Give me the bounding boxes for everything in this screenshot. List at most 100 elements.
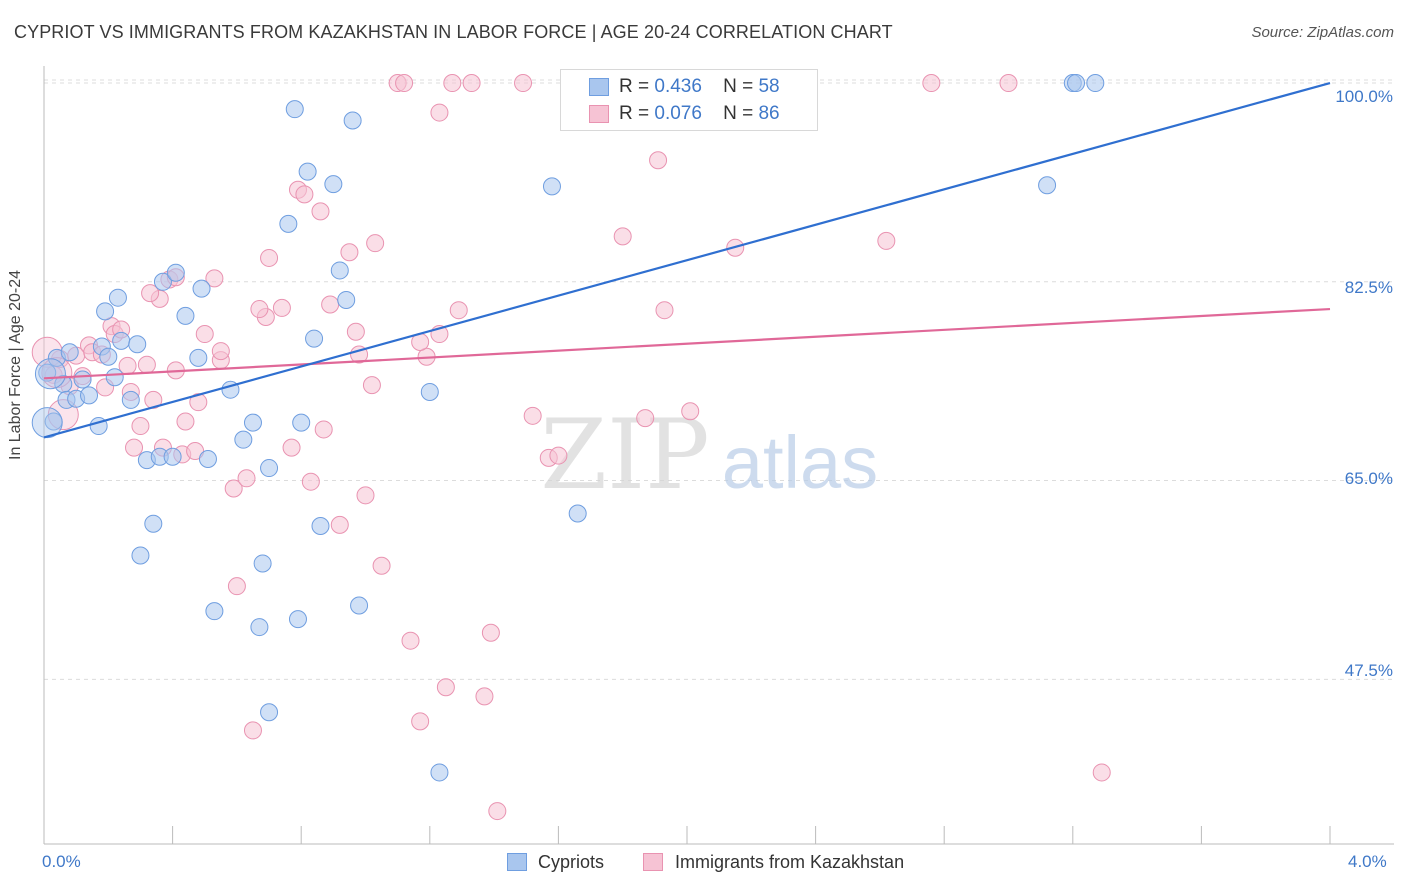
data-point xyxy=(311,516,330,535)
data-point xyxy=(234,430,253,449)
data-point xyxy=(285,100,304,119)
y-tick-label: 100.0% xyxy=(1335,87,1393,106)
data-point-large xyxy=(34,358,66,390)
y-tick-label: 47.5% xyxy=(1344,661,1393,680)
data-point xyxy=(542,177,561,196)
data-point xyxy=(205,602,224,621)
data-point xyxy=(1086,74,1105,93)
data-point xyxy=(1038,176,1057,195)
data-point xyxy=(330,261,349,280)
data-point xyxy=(305,329,324,348)
data-point xyxy=(301,472,320,491)
series-cypriots-points xyxy=(31,74,1105,782)
data-point xyxy=(314,420,333,439)
data-point xyxy=(211,342,230,361)
data-point xyxy=(420,382,439,401)
data-point xyxy=(1067,74,1086,93)
data-point xyxy=(330,515,349,534)
data-point xyxy=(356,486,375,505)
data-point xyxy=(462,74,481,93)
data-point xyxy=(649,151,668,170)
data-point xyxy=(999,74,1018,93)
data-point xyxy=(346,322,365,341)
legend-swatch-cypriots xyxy=(507,853,527,871)
data-point xyxy=(288,610,307,629)
data-point xyxy=(189,348,208,367)
data-point xyxy=(176,306,195,325)
data-point xyxy=(131,417,150,436)
x-tick-label-max: 4.0% xyxy=(1348,852,1387,871)
data-point xyxy=(205,269,224,288)
stats-row-cypriots: R = 0.436 N = 58 xyxy=(619,76,780,98)
data-point xyxy=(125,438,144,457)
data-point xyxy=(279,214,298,233)
axes xyxy=(43,66,1394,845)
data-point xyxy=(655,301,674,320)
data-point xyxy=(613,227,632,246)
trend-line-cypriots xyxy=(43,81,1331,439)
data-point xyxy=(282,438,301,457)
data-point xyxy=(295,185,314,204)
watermark: ZIP atlas xyxy=(540,399,878,511)
data-point xyxy=(395,74,414,93)
data-point xyxy=(430,103,449,122)
data-point xyxy=(108,288,127,307)
data-point xyxy=(549,446,568,465)
data-point xyxy=(488,802,507,821)
data-point xyxy=(186,442,205,461)
data-point xyxy=(80,386,99,405)
watermark-zip: ZIP xyxy=(540,399,709,511)
data-point xyxy=(681,402,700,421)
data-point xyxy=(176,412,195,431)
stats-swatch-cypriots xyxy=(589,78,609,96)
data-point xyxy=(324,175,343,194)
stats-row-kazakhstan: R = 0.076 N = 86 xyxy=(619,103,780,125)
data-point xyxy=(112,331,131,350)
data-point xyxy=(260,703,279,722)
data-point xyxy=(366,234,385,253)
data-point xyxy=(514,74,533,93)
source-label: Source: ZipAtlas.com xyxy=(1251,24,1394,41)
data-point xyxy=(636,409,655,428)
stats-legend: R = 0.436 N = 58 R = 0.076 N = 86 xyxy=(560,69,818,131)
data-point xyxy=(141,284,160,303)
trend-lines xyxy=(43,81,1331,439)
data-point xyxy=(430,763,449,782)
x-tick-label-min: 0.0% xyxy=(42,852,81,871)
data-point xyxy=(340,243,359,262)
data-point xyxy=(292,413,311,432)
data-point xyxy=(298,162,317,181)
data-point xyxy=(137,355,156,374)
data-point xyxy=(195,325,214,344)
r-value: 0.076 xyxy=(654,103,702,124)
data-point xyxy=(922,74,941,93)
data-point xyxy=(321,295,340,314)
data-point xyxy=(337,290,356,309)
data-point xyxy=(475,687,494,706)
data-point xyxy=(343,111,362,130)
data-point xyxy=(60,343,79,362)
legend-label-cypriots: Cypriots xyxy=(538,852,605,872)
y-tick-label: 82.5% xyxy=(1344,278,1393,297)
data-point xyxy=(243,413,262,432)
data-point xyxy=(250,300,269,319)
data-point xyxy=(260,248,279,267)
data-point xyxy=(243,721,262,740)
data-point xyxy=(96,302,115,321)
data-point xyxy=(237,469,256,488)
r-label: R = xyxy=(619,76,650,97)
data-point xyxy=(401,631,420,650)
data-point xyxy=(153,272,172,291)
data-point xyxy=(121,390,140,409)
r-label: R = xyxy=(619,103,650,124)
data-point xyxy=(144,514,163,533)
data-point xyxy=(411,712,430,731)
n-label: N = xyxy=(723,103,754,124)
data-point xyxy=(568,504,587,523)
data-point xyxy=(227,577,246,596)
chart-title: CYPRIOT VS IMMIGRANTS FROM KAZAKHSTAN IN… xyxy=(14,22,893,42)
data-point xyxy=(523,406,542,425)
trend-line-kazakhstan xyxy=(43,307,1331,380)
data-point xyxy=(362,376,381,395)
